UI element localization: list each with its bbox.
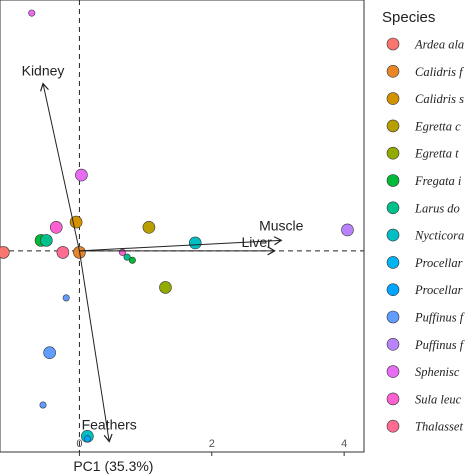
loading-label-kidney: Kidney	[22, 63, 65, 79]
loading-arrow-kidney	[40, 82, 80, 251]
legend-title: Species	[382, 9, 435, 26]
x-tick-label: 0	[76, 438, 82, 450]
data-point	[123, 253, 131, 261]
legend-label: Ardea ala	[414, 38, 464, 52]
data-point	[28, 9, 36, 17]
x-axis-title: PC1 (35.3%)	[73, 458, 153, 474]
x-tick-label: 4	[341, 438, 347, 450]
data-point	[39, 401, 47, 409]
data-point	[43, 346, 56, 360]
legend-key	[386, 119, 400, 133]
legend-label: Larus do	[414, 201, 460, 215]
legend-key	[386, 419, 400, 433]
x-tick-label: 2	[209, 438, 215, 450]
legend-key	[386, 365, 400, 378]
legend-key	[386, 201, 400, 215]
loading-arrow-muscle	[79, 236, 283, 252]
legend-label: Fregata i	[414, 174, 462, 188]
data-point	[0, 246, 10, 259]
data-point	[62, 294, 70, 302]
data-point	[69, 215, 83, 229]
data-point	[142, 221, 156, 234]
loading-label-muscle: Muscle	[259, 217, 304, 233]
legend-label: Calidris s	[415, 92, 464, 106]
legend-label: Puffinus f	[414, 338, 465, 352]
legend-key	[386, 37, 400, 51]
legend-key	[386, 174, 400, 187]
data-point	[128, 256, 136, 264]
legend-key	[386, 392, 400, 406]
legend-label: Procellar	[414, 283, 463, 297]
legend-key	[386, 146, 400, 160]
legend-label: Egretta c	[414, 119, 461, 133]
legend-key	[386, 65, 400, 78]
legend-key	[386, 337, 400, 351]
legend-label: Nycticora	[414, 229, 464, 243]
data-point	[341, 223, 354, 237]
legend-key	[386, 310, 400, 324]
legend-key	[386, 283, 400, 297]
data-point	[56, 246, 70, 259]
legend-key	[386, 256, 400, 269]
legend-label: Puffinus f	[414, 311, 465, 325]
data-point	[83, 435, 91, 443]
data-point	[49, 221, 63, 234]
loading-label-liver: Liver	[241, 234, 272, 250]
data-point	[75, 168, 88, 182]
data-point	[188, 236, 202, 250]
legend-label: Thalasset	[415, 420, 463, 434]
loading-arrow-feathers	[78, 250, 113, 443]
legend-label: Calidris f	[415, 65, 464, 79]
loading-label-feathers: Feathers	[82, 417, 137, 433]
legend-key	[386, 92, 400, 105]
data-point	[40, 234, 53, 247]
legend-key	[386, 228, 400, 242]
legend-label: Sphenisc	[415, 365, 460, 379]
legend-label: Egretta t	[414, 147, 459, 161]
data-point	[159, 281, 172, 294]
legend-label: Procellar	[414, 256, 463, 270]
legend-label: Sula leuc	[415, 392, 462, 406]
